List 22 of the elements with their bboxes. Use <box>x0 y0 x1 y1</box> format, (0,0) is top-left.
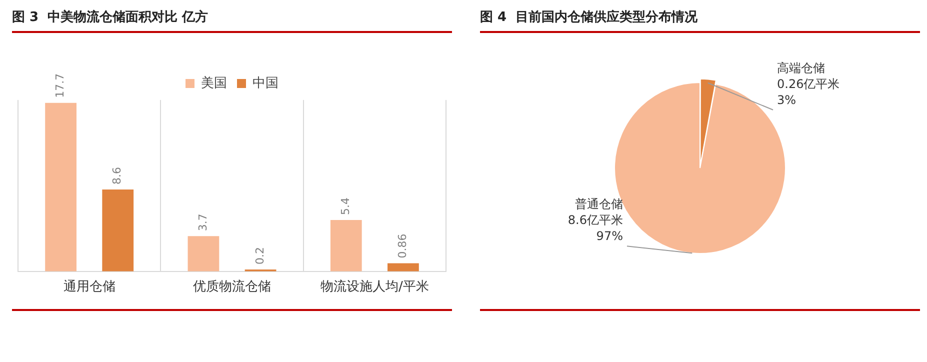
data-label: 17.7 <box>54 73 67 98</box>
x-tick-label: 优质物流仓储 <box>193 278 271 295</box>
data-label: 0.26亿平米 3% <box>777 76 840 107</box>
legend-label: 中国 <box>252 76 278 91</box>
slice-label: 高端仓储 <box>777 60 826 75</box>
bar <box>45 102 76 272</box>
slice-label: 普通仓储 <box>574 197 623 212</box>
bar <box>330 220 362 272</box>
data-label: 8.6亿平米 97% <box>568 213 623 244</box>
chart-title: 图 3 中美物流仓储面积对比 亿方 <box>12 4 452 33</box>
x-tick-label: 物流设施人均/平米 <box>320 278 429 295</box>
data-label: 8.6 <box>110 167 124 185</box>
x-tick-label: 通用仓储 <box>63 280 116 295</box>
bar <box>102 190 134 272</box>
data-label: 0.2 <box>253 246 266 264</box>
data-label: 0.86 <box>396 234 410 258</box>
legend-label: 美国 <box>201 74 227 91</box>
chart-title: 图 4 目前国内仓储供应类型分布情况 <box>480 4 920 33</box>
data-label: 3.7 <box>196 214 210 232</box>
data-label: 5.4 <box>338 197 352 215</box>
bar <box>188 236 220 272</box>
bar <box>388 263 419 272</box>
